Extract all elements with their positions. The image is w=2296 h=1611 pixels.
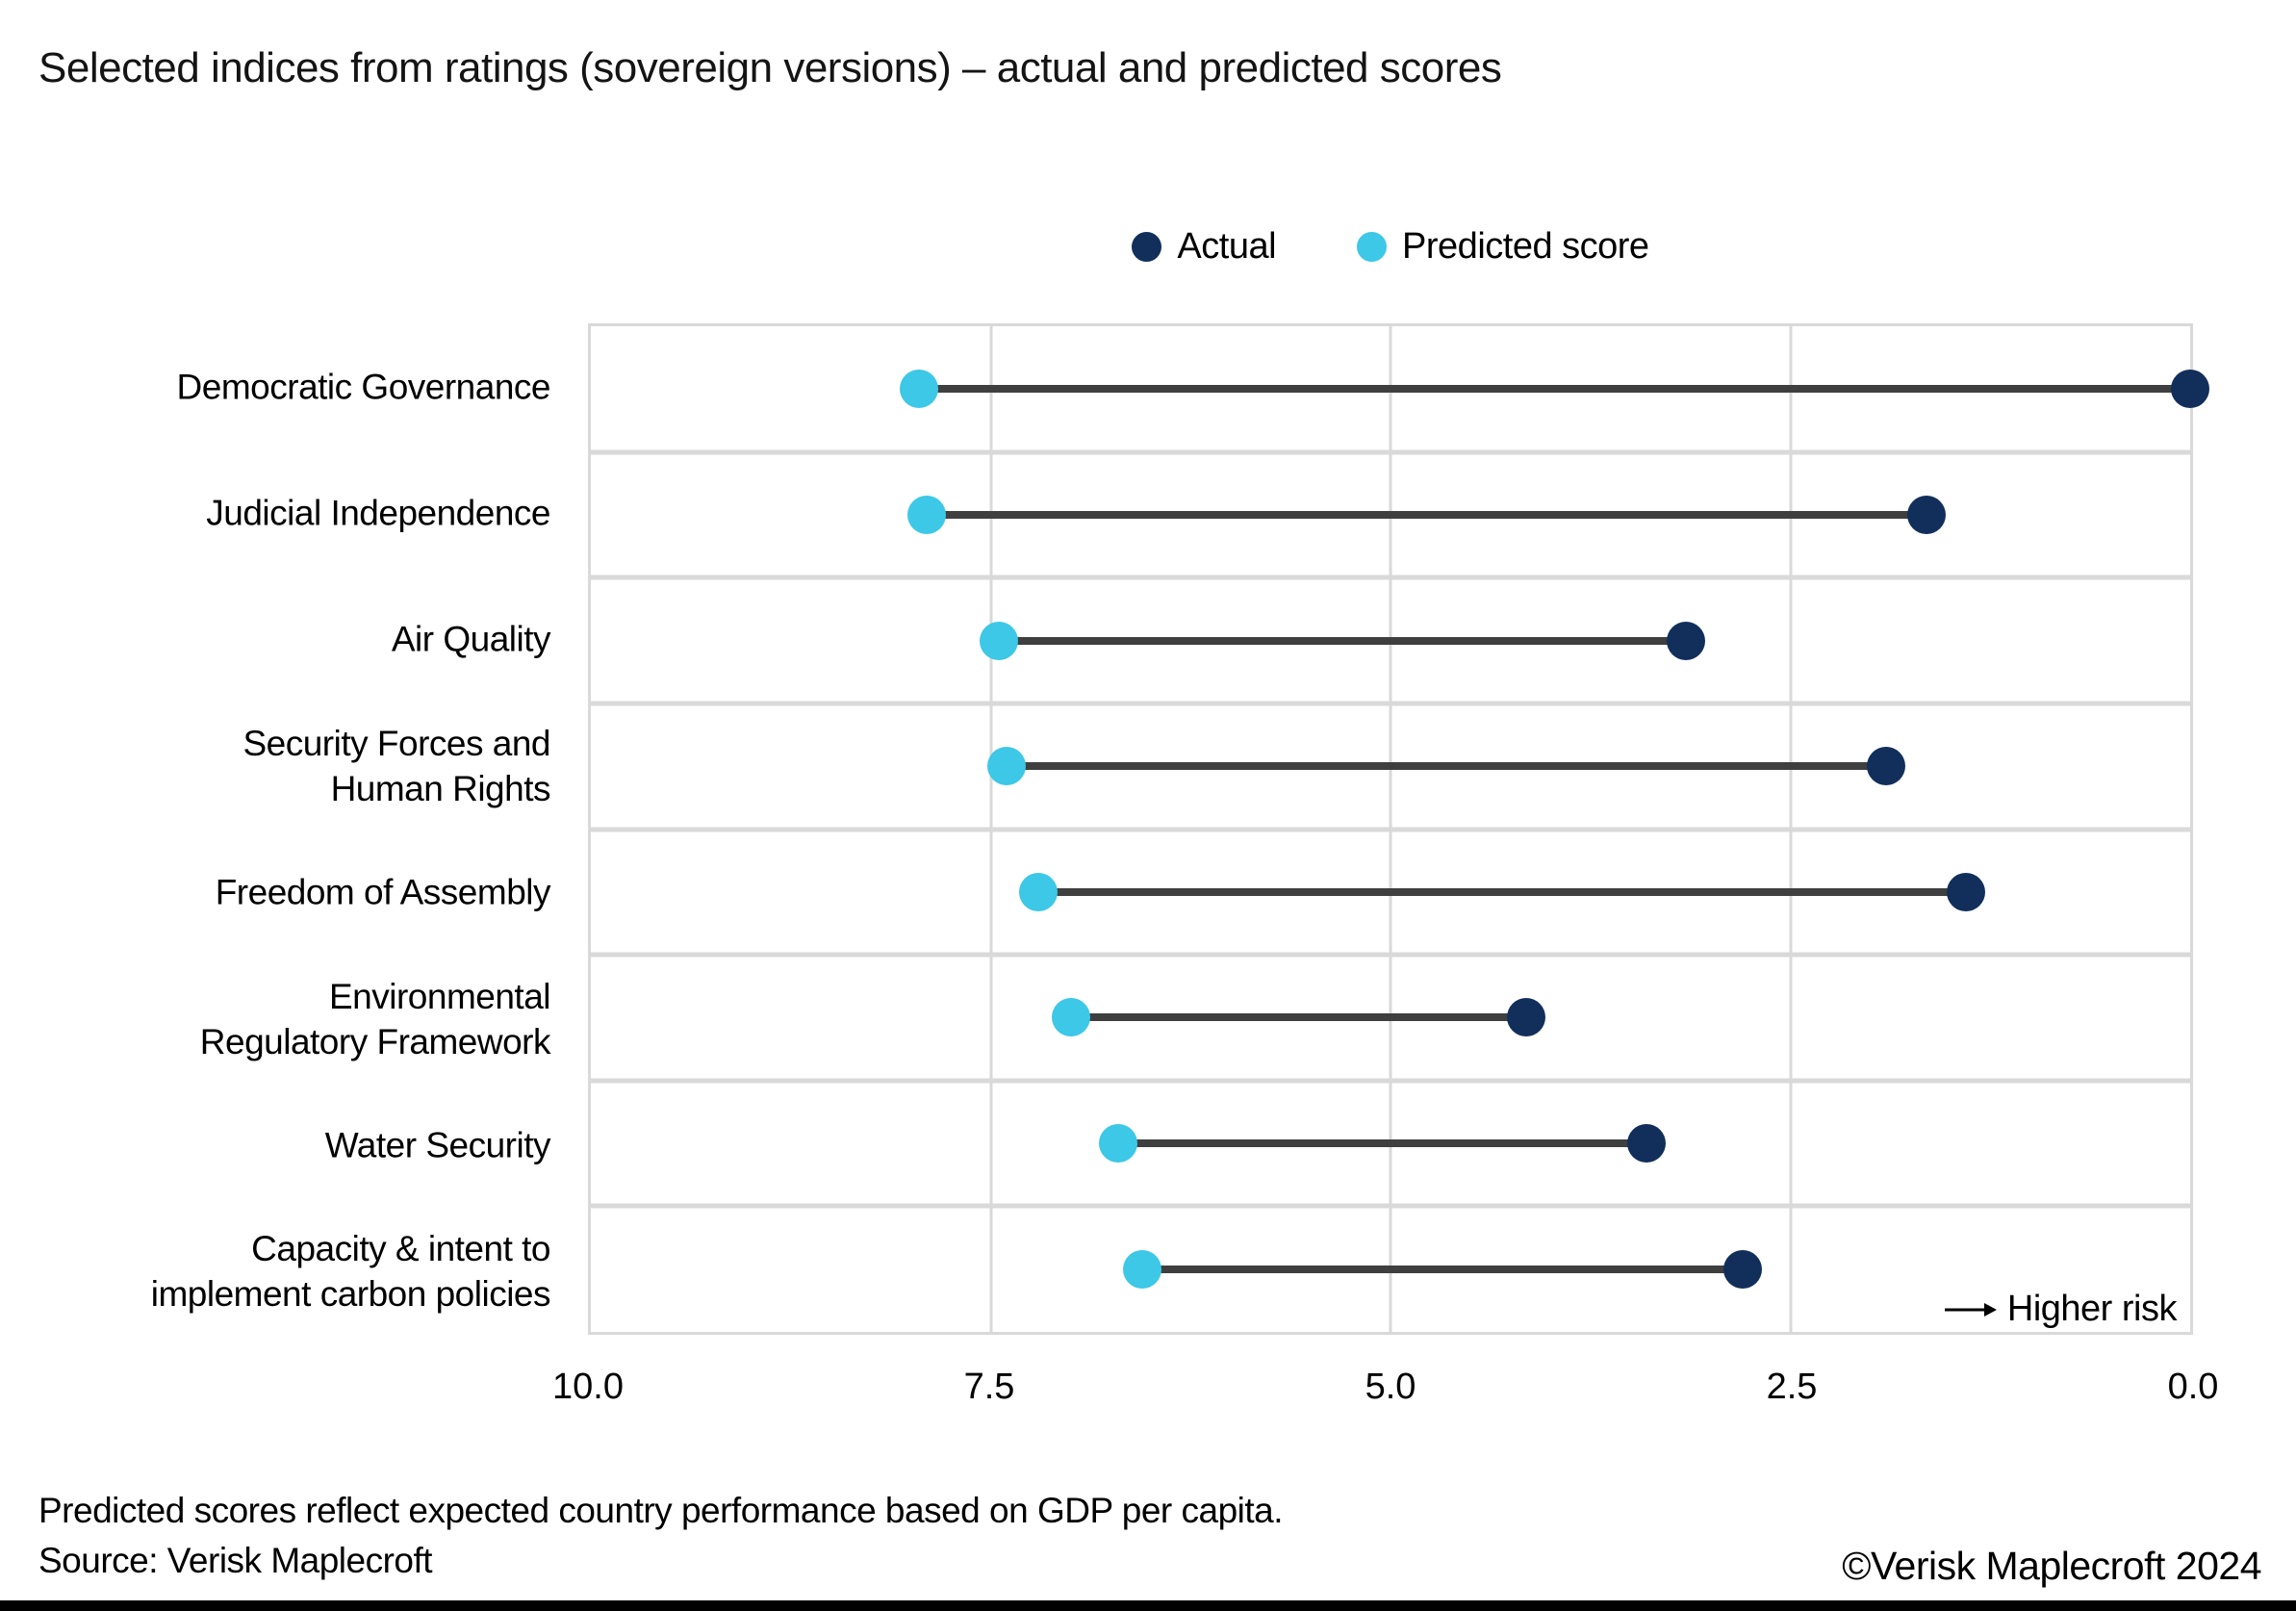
row-separator <box>591 1203 2190 1209</box>
legend-actual-label: Actual <box>1177 225 1277 267</box>
category-label: Democratic Governance <box>176 367 551 407</box>
legend-item-predicted: Predicted score <box>1357 226 1649 268</box>
category-label: Water Security <box>324 1125 551 1165</box>
predicted-dot <box>979 621 1018 660</box>
x-tick-label: 0.0 <box>2167 1367 2219 1407</box>
row-separator <box>591 952 2190 958</box>
category-label: Environmental Regulatory Framework <box>199 976 551 1061</box>
row-separator <box>591 449 2190 455</box>
predicted-dot <box>1019 872 1059 911</box>
dumbbell-connector <box>1142 1265 1743 1273</box>
category-label: Judicial Independence <box>206 493 550 533</box>
row-separator <box>591 701 2190 706</box>
chart-title: Selected indices from ratings (sovereign… <box>38 44 1502 91</box>
dumbbell-connector <box>927 510 1926 519</box>
legend: Actual Predicted score <box>588 221 2193 271</box>
predicted-dot <box>907 495 947 534</box>
category-label: Capacity & intent to implement carbon po… <box>150 1229 551 1315</box>
actual-dot <box>1722 1249 1762 1289</box>
higher-risk-label: Higher risk <box>2006 1289 2178 1329</box>
higher-risk-annotation: Higher risk <box>1944 1289 2178 1330</box>
x-tick-label: 2.5 <box>1766 1367 1818 1407</box>
actual-dot <box>1507 998 1546 1037</box>
predicted-dot <box>1099 1124 1138 1164</box>
predicted-dot <box>1123 1249 1162 1289</box>
x-tick-label: 10.0 <box>552 1367 624 1407</box>
actual-dot <box>1906 495 1946 534</box>
legend-actual-dot-icon <box>1132 231 1162 262</box>
higher-risk-arrow-icon <box>1944 1302 1997 1317</box>
x-tick-label: 7.5 <box>963 1367 1015 1407</box>
actual-dot <box>1947 872 1986 911</box>
source-note: Source: Verisk Maplecroft <box>38 1541 433 1580</box>
dumbbell-connector <box>998 636 1687 645</box>
actual-dot <box>1667 621 1706 660</box>
category-label: Freedom of Assembly <box>215 872 551 912</box>
dumbbell-connector <box>1038 887 1967 896</box>
legend-predicted-label: Predicted score <box>1402 225 1649 267</box>
dumbbell-connector <box>1118 1139 1646 1148</box>
footnote: Predicted scores reflect expected countr… <box>38 1491 1284 1530</box>
predicted-dot <box>899 370 938 409</box>
category-label: Security Forces and Human Rights <box>242 723 550 808</box>
row-separator <box>591 575 2190 580</box>
bottom-bar <box>0 1600 2296 1611</box>
actual-dot <box>2171 370 2209 409</box>
predicted-dot <box>987 747 1027 786</box>
predicted-dot <box>1051 998 1090 1037</box>
row-separator <box>591 1078 2190 1084</box>
actual-dot <box>1626 1124 1666 1164</box>
dumbbell-connector <box>1070 1013 1527 1022</box>
actual-dot <box>1867 747 1906 786</box>
plot-area: Higher risk <box>588 323 2209 1335</box>
copyright-note: ©Verisk Maplecroft 2024 <box>1842 1544 2261 1588</box>
dumbbell-connector <box>918 385 2190 394</box>
legend-item-actual: Actual <box>1132 225 1277 268</box>
category-label: Air Quality <box>391 619 551 659</box>
legend-predicted-dot-icon <box>1357 231 1388 262</box>
dumbbell-connector <box>1007 762 1887 771</box>
x-tick-label: 5.0 <box>1365 1367 1416 1407</box>
row-separator <box>591 827 2190 831</box>
